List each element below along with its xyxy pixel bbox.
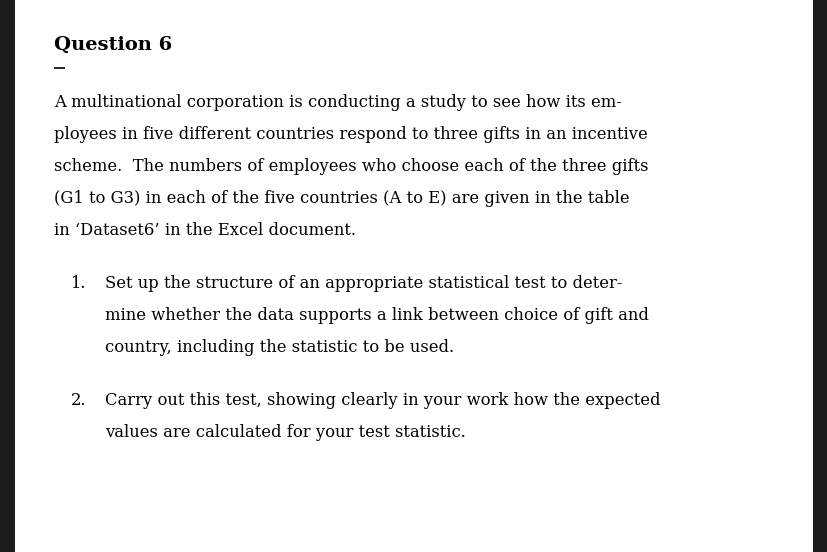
Text: scheme.  The numbers of employees who choose each of the three gifts: scheme. The numbers of employees who cho… xyxy=(54,158,648,175)
Text: in ‘Dataset6’ in the Excel document.: in ‘Dataset6’ in the Excel document. xyxy=(54,222,356,239)
Text: Question 6: Question 6 xyxy=(54,36,172,54)
FancyBboxPatch shape xyxy=(0,0,15,552)
Text: values are calculated for your test statistic.: values are calculated for your test stat… xyxy=(105,424,466,441)
Text: (G1 to G3) in each of the five countries (A to E) are given in the table: (G1 to G3) in each of the five countries… xyxy=(54,190,629,207)
Text: ployees in five different countries respond to three gifts in an incentive: ployees in five different countries resp… xyxy=(54,126,647,143)
Text: country, including the statistic to be used.: country, including the statistic to be u… xyxy=(105,339,454,356)
Text: Carry out this test, showing clearly in your work how the expected: Carry out this test, showing clearly in … xyxy=(105,392,660,409)
Text: 2.: 2. xyxy=(70,392,86,409)
Text: mine whether the data supports a link between choice of gift and: mine whether the data supports a link be… xyxy=(105,307,648,324)
Text: A multinational corporation is conducting a study to see how its em-: A multinational corporation is conductin… xyxy=(54,94,621,111)
Text: Set up the structure of an appropriate statistical test to deter-: Set up the structure of an appropriate s… xyxy=(105,275,622,292)
FancyBboxPatch shape xyxy=(812,0,827,552)
Text: 1.: 1. xyxy=(70,275,86,292)
